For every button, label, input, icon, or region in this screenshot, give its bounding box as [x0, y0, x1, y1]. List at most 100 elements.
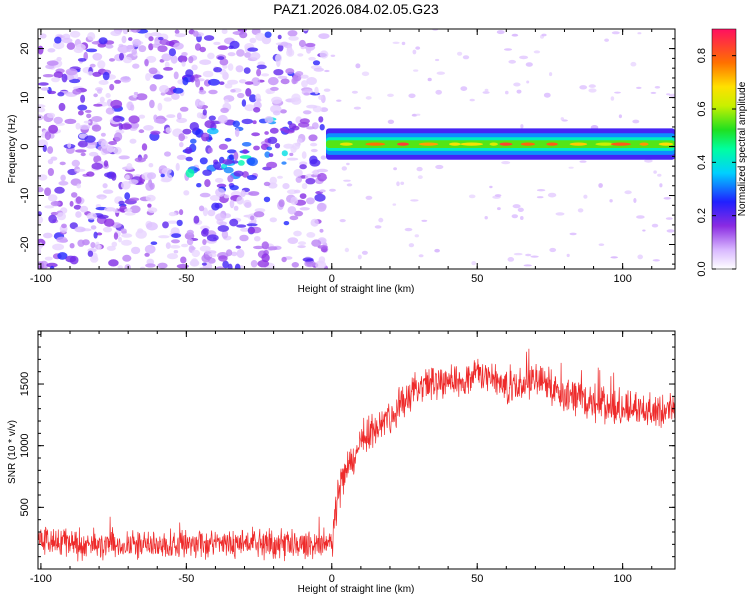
- noise-blob: [60, 174, 66, 182]
- noise-blob: [295, 176, 302, 183]
- noise-blob: [126, 44, 132, 53]
- noise-blob: [250, 52, 261, 61]
- noise-blob: [109, 83, 115, 91]
- noise-blob: [644, 159, 653, 163]
- noise-blob: [279, 109, 287, 114]
- noise-blob: [609, 199, 613, 203]
- noise-blob: [110, 99, 123, 109]
- noise-blob: [208, 89, 218, 95]
- noise-blob: [630, 61, 637, 67]
- noise-blob: [173, 250, 179, 254]
- noise-blob: [224, 137, 232, 142]
- noise-blob: [283, 143, 294, 149]
- noise-blob: [298, 39, 306, 48]
- noise-blob: [421, 219, 428, 222]
- noise-blob: [610, 256, 618, 259]
- noise-blob: [168, 211, 177, 217]
- noise-blob: [75, 168, 86, 172]
- noise-blob: [281, 256, 287, 263]
- noise-blob: [306, 46, 312, 54]
- noise-blob: [261, 253, 270, 263]
- noise-blob: [341, 166, 347, 171]
- signal-hotspot: [546, 142, 558, 146]
- noise-blob: [54, 186, 65, 194]
- noise-blob: [171, 239, 180, 244]
- noise-blob: [408, 93, 416, 99]
- noise-blob: [132, 38, 142, 47]
- noise-blob: [244, 104, 255, 112]
- noise-blob: [71, 192, 78, 198]
- noise-blob: [410, 199, 419, 202]
- noise-blob: [536, 189, 546, 192]
- noise-blob: [189, 122, 199, 131]
- noise-blob: [153, 74, 164, 80]
- noise-blob: [268, 153, 274, 158]
- noise-blob: [88, 151, 99, 157]
- noise-blob: [48, 124, 58, 134]
- noise-blob: [53, 41, 65, 50]
- noise-blob: [298, 122, 310, 128]
- noise-blob: [236, 224, 247, 228]
- noise-blob: [38, 215, 44, 224]
- noise-blob: [408, 243, 415, 248]
- noise-blob: [530, 255, 539, 258]
- noise-blob: [124, 208, 133, 213]
- noise-blob: [185, 156, 193, 162]
- noise-blob: [71, 159, 81, 167]
- noise-blob: [235, 65, 244, 73]
- noise-blob: [361, 250, 368, 255]
- noise-blob: [496, 30, 505, 35]
- noise-blob: [302, 110, 312, 115]
- noise-blob: [271, 96, 283, 105]
- noise-blob: [74, 226, 86, 233]
- noise-blob: [128, 37, 133, 41]
- noise-blob: [286, 48, 295, 57]
- noise-blob: [44, 187, 52, 196]
- colorbar-tick-label: 0.8: [696, 48, 708, 63]
- noise-blob: [126, 163, 133, 170]
- noise-blob: [162, 221, 169, 229]
- noise-blob: [273, 69, 284, 76]
- noise-blob: [541, 33, 547, 37]
- noise-blob: [287, 206, 297, 215]
- noise-blob: [124, 212, 136, 216]
- noise-blob: [290, 196, 299, 205]
- noise-blob: [517, 207, 524, 212]
- noise-blob: [568, 166, 574, 169]
- noise-blob: [53, 116, 63, 124]
- noise-blob: [117, 45, 130, 54]
- snr-panel: -100 -50 0 50 100 500 1000 1500 Height of strai…: [7, 330, 676, 595]
- noise-blob: [129, 138, 137, 144]
- noise-blob: [249, 37, 257, 44]
- noise-blob: [208, 115, 216, 121]
- spectrogram-frame: [37, 28, 676, 270]
- noise-blob: [215, 177, 224, 183]
- noise-blob: [130, 104, 135, 111]
- noise-blob: [318, 256, 326, 264]
- noise-blob: [536, 196, 544, 199]
- signal-hotspot: [658, 142, 674, 146]
- noise-blob: [238, 79, 247, 84]
- noise-blob: [47, 168, 55, 176]
- noise-blob: [102, 189, 114, 194]
- noise-blob: [164, 61, 170, 69]
- noise-blob: [120, 76, 131, 81]
- snr-ylabel: SNR (10 * v/v): [7, 420, 18, 484]
- noise-blob: [161, 167, 172, 175]
- noise-blob: [313, 67, 324, 72]
- noise-blob: [138, 129, 145, 134]
- noise-blob: [86, 113, 92, 119]
- noise-blob: [69, 243, 75, 249]
- noise-blob: [91, 124, 102, 132]
- noise-blob: [66, 42, 76, 50]
- noise-blob: [274, 143, 281, 149]
- noise-blob: [224, 83, 233, 89]
- noise-blob: [44, 131, 52, 141]
- noise-blob: [299, 193, 307, 200]
- noise-blob: [507, 257, 515, 262]
- noise-blob: [202, 239, 207, 245]
- signal-hotspot: [397, 142, 409, 146]
- noise-blob: [250, 215, 255, 221]
- noise-blob: [237, 160, 245, 166]
- noise-blob: [511, 33, 519, 37]
